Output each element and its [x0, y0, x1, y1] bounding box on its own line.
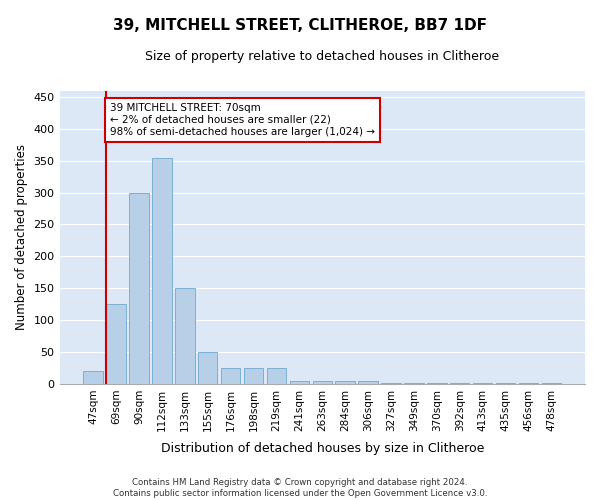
- Bar: [313, 380, 332, 384]
- Y-axis label: Number of detached properties: Number of detached properties: [15, 144, 28, 330]
- Bar: [152, 158, 172, 384]
- Bar: [358, 380, 378, 384]
- Bar: [106, 304, 126, 384]
- X-axis label: Distribution of detached houses by size in Clitheroe: Distribution of detached houses by size …: [161, 442, 484, 455]
- Bar: [221, 368, 241, 384]
- Title: Size of property relative to detached houses in Clitheroe: Size of property relative to detached ho…: [145, 50, 499, 63]
- Bar: [335, 380, 355, 384]
- Bar: [427, 382, 446, 384]
- Bar: [290, 380, 309, 384]
- Bar: [542, 382, 561, 384]
- Bar: [198, 352, 217, 384]
- Bar: [129, 192, 149, 384]
- Bar: [267, 368, 286, 384]
- Text: 39 MITCHELL STREET: 70sqm
← 2% of detached houses are smaller (22)
98% of semi-d: 39 MITCHELL STREET: 70sqm ← 2% of detach…: [110, 104, 375, 136]
- Text: 39, MITCHELL STREET, CLITHEROE, BB7 1DF: 39, MITCHELL STREET, CLITHEROE, BB7 1DF: [113, 18, 487, 32]
- Bar: [381, 382, 401, 384]
- Bar: [244, 368, 263, 384]
- Bar: [83, 371, 103, 384]
- Bar: [473, 382, 493, 384]
- Bar: [175, 288, 194, 384]
- Bar: [519, 382, 538, 384]
- Text: Contains HM Land Registry data © Crown copyright and database right 2024.
Contai: Contains HM Land Registry data © Crown c…: [113, 478, 487, 498]
